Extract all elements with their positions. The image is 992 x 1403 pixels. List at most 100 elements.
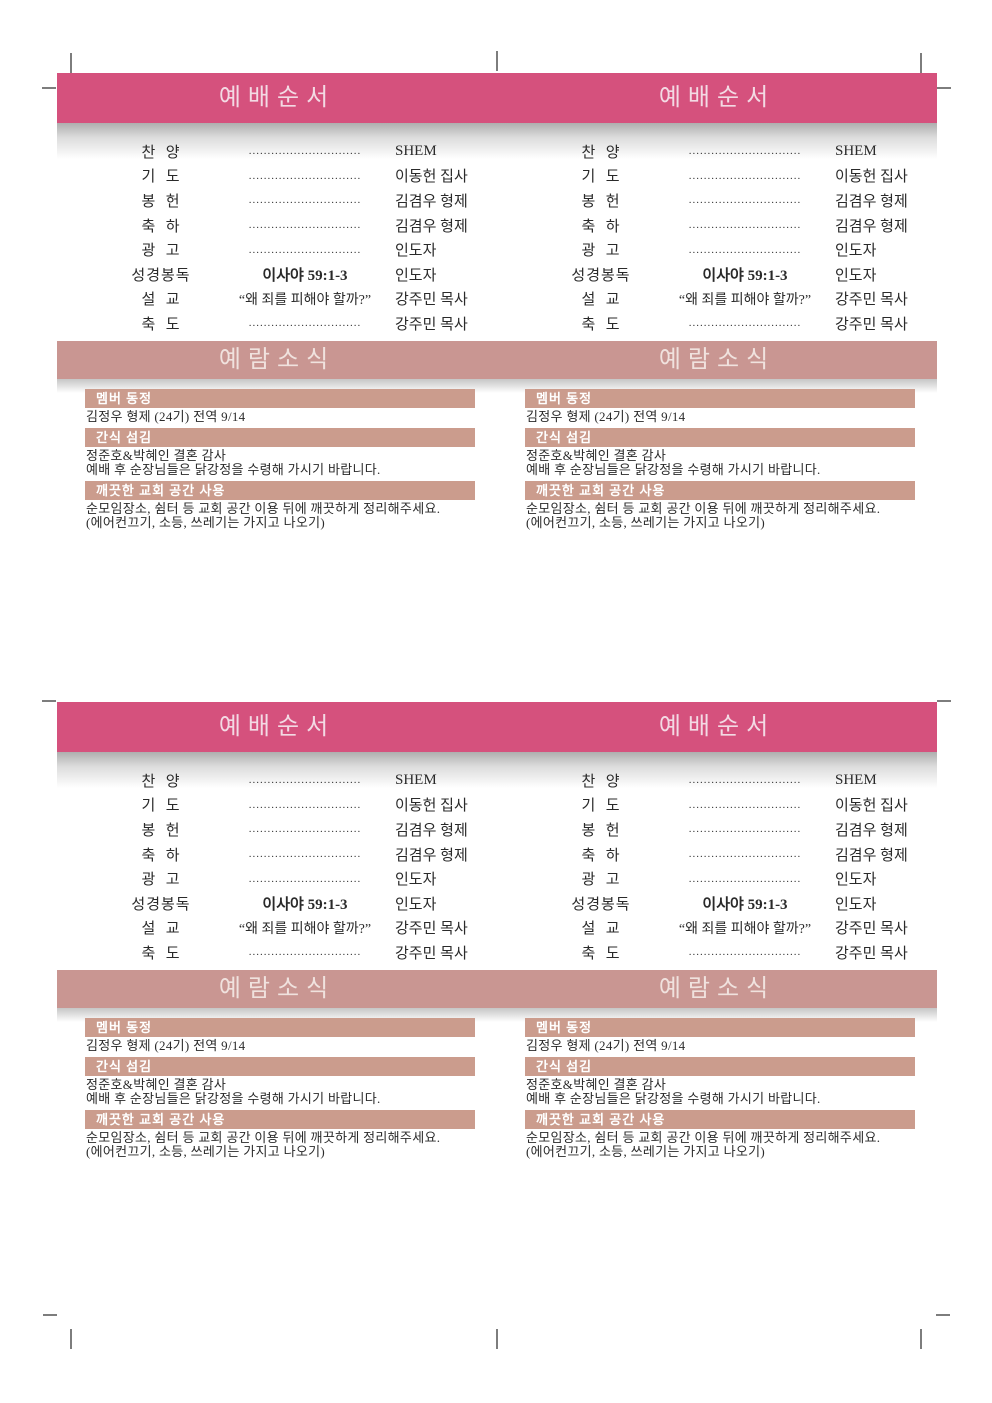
crop-mark <box>42 87 56 89</box>
news-line: (에어컨끄기, 소등, 쓰레기는 가지고 나오기) <box>526 1144 765 1159</box>
worship-item-detail: 이사야 59:1-3 <box>702 896 788 913</box>
worship-item-person: SHEM <box>835 142 877 159</box>
worship-item-detail: .............................. <box>688 823 802 836</box>
crop-mark <box>937 700 951 702</box>
worship-row: 축 도 .............................. 강주민 목… <box>57 940 497 965</box>
news-header-title: 예람소식 <box>658 347 776 373</box>
crop-mark <box>70 1329 72 1349</box>
worship-item-person: 이동헌 집사 <box>835 169 908 186</box>
worship-item-person: 김겸우 형제 <box>835 218 908 235</box>
news-line: 순모임장소, 쉼터 등 교회 공간 이용 뒤에 깨끗하게 정리해주세요. <box>526 501 881 516</box>
worship-row: 축 하 .............................. 김겸우 형… <box>57 213 497 238</box>
worship-item-person: SHEM <box>835 771 877 788</box>
worship-row: 광 고 .............................. 인도자 <box>497 237 937 262</box>
news-section-heading: 멤버 동정 <box>85 1018 475 1037</box>
news-panel: 멤버 동정 김정우 형제 (24기) 전역 9/14 간식 섬김 정준호&박혜인… <box>57 1018 497 1163</box>
worship-row: 축 하 .............................. 김겸우 형… <box>57 842 497 867</box>
worship-item-label: 축 도 <box>141 316 181 333</box>
bulletin-half: 예배순서 예배순서 찬 양 ..........................… <box>57 73 937 533</box>
worship-item-person: 인도자 <box>835 267 877 284</box>
news-section-heading: 깨끗한 교회 공간 사용 <box>525 1110 915 1129</box>
bulletin-half: 예배순서 예배순서 찬 양 ..........................… <box>57 702 937 1162</box>
worship-row: 설 교 “왜 죄를 피해야 할까?” 강주민 목사 <box>497 916 937 941</box>
worship-item-person: 강주민 목사 <box>395 292 468 309</box>
news-line: (에어컨끄기, 소등, 쓰레기는 가지고 나오기) <box>86 515 325 530</box>
worship-item-detail: “왜 죄를 피해야 할까?” <box>678 292 812 308</box>
news-header-band: 예람소식 예람소식 <box>57 341 937 379</box>
worship-row: 기 도 .............................. 이동헌 집… <box>497 164 937 189</box>
worship-item-person: 인도자 <box>835 872 877 889</box>
worship-row: 성경봉독 이사야 59:1-3 인도자 <box>497 262 937 287</box>
worship-item-detail: .............................. <box>248 798 362 811</box>
news-section: 멤버 동정 김정우 형제 (24기) 전역 9/14 <box>85 1018 497 1053</box>
worship-item-label: 찬 양 <box>141 144 181 161</box>
news-section-body: 순모임장소, 쉼터 등 교회 공간 이용 뒤에 깨끗하게 정리해주세요. (에어컨… <box>525 1129 937 1159</box>
news-line: (에어컨끄기, 소등, 쓰레기는 가지고 나오기) <box>526 515 765 530</box>
worship-item-label: 광 고 <box>141 243 181 260</box>
news-line: 순모임장소, 쉼터 등 교회 공간 이용 뒤에 깨끗하게 정리해주세요. <box>86 501 441 516</box>
worship-item-label: 설 교 <box>581 292 621 309</box>
worship-row: 설 교 “왜 죄를 피해야 할까?” 강주민 목사 <box>57 916 497 941</box>
worship-item-person: 인도자 <box>395 267 437 284</box>
worship-row: 봉 헌 .............................. 김겸우 형… <box>57 188 497 213</box>
worship-item-detail: .............................. <box>688 946 802 959</box>
worship-item-person: 이동헌 집사 <box>395 798 468 815</box>
worship-item-label: 기 도 <box>141 169 181 186</box>
worship-item-person: 김겸우 형제 <box>395 218 468 235</box>
worship-item-label: 성경봉독 <box>131 267 191 284</box>
worship-item-label: 기 도 <box>141 798 181 815</box>
news-section-body: 순모임장소, 쉼터 등 교회 공간 이용 뒤에 깨끗하게 정리해주세요. (에어컨… <box>85 1129 497 1159</box>
news-section-body: 김정우 형제 (24기) 전역 9/14 <box>525 408 937 424</box>
worship-item-person: 인도자 <box>395 872 437 889</box>
worship-item-detail: .............................. <box>248 169 362 182</box>
news-section-body: 정준호&박혜인 결혼 감사 예배 후 순장님들은 닭강정을 수령해 가시기 바랍니… <box>525 1076 937 1106</box>
worship-item-person: 김겸우 형제 <box>835 193 908 210</box>
worship-item-label: 축 하 <box>141 847 181 864</box>
worship-item-label: 축 하 <box>141 218 181 235</box>
worship-item-detail: .............................. <box>688 798 802 811</box>
worship-row: 축 도 .............................. 강주민 목… <box>497 311 937 336</box>
news-panels: 멤버 동정 김정우 형제 (24기) 전역 9/14 간식 섬김 정준호&박혜인… <box>57 1018 937 1163</box>
worship-item-detail: .............................. <box>688 774 802 787</box>
worship-item-person: 강주민 목사 <box>835 292 908 309</box>
worship-row: 봉 헌 .............................. 김겸우 형… <box>497 817 937 842</box>
worship-item-detail: “왜 죄를 피해야 할까?” <box>238 292 372 308</box>
worship-item-person: 인도자 <box>835 896 877 913</box>
worship-item-label: 봉 헌 <box>141 822 181 839</box>
worship-item-detail: “왜 죄를 피해야 할까?” <box>238 921 372 937</box>
worship-item-detail: .............................. <box>248 194 362 207</box>
worship-item-detail: .............................. <box>248 872 362 885</box>
crop-mark <box>936 1314 950 1316</box>
worship-row: 광 고 .............................. 인도자 <box>57 237 497 262</box>
worship-item-label: 광 고 <box>141 872 181 889</box>
worship-row: 성경봉독 이사야 59:1-3 인도자 <box>57 891 497 916</box>
news-section-heading: 깨끗한 교회 공간 사용 <box>85 481 475 500</box>
worship-order-panel: 찬 양 .............................. SHEM … <box>497 139 937 336</box>
worship-item-detail: .............................. <box>688 169 802 182</box>
worship-row: 설 교 “왜 죄를 피해야 할까?” 강주민 목사 <box>57 287 497 312</box>
worship-row: 기 도 .............................. 이동헌 집… <box>497 793 937 818</box>
worship-item-label: 찬 양 <box>141 773 181 790</box>
worship-item-detail: 이사야 59:1-3 <box>262 896 348 913</box>
worship-header-band: 예배순서 예배순서 <box>57 73 937 123</box>
worship-row: 광 고 .............................. 인도자 <box>497 866 937 891</box>
news-line: 순모임장소, 쉼터 등 교회 공간 이용 뒤에 깨끗하게 정리해주세요. <box>526 1130 881 1145</box>
news-section: 간식 섬김 정준호&박혜인 결혼 감사 예배 후 순장님들은 닭강정을 수령해 가… <box>525 428 937 477</box>
worship-item-person: SHEM <box>395 142 437 159</box>
news-section: 멤버 동정 김정우 형제 (24기) 전역 9/14 <box>525 1018 937 1053</box>
news-section-heading: 깨끗한 교회 공간 사용 <box>85 1110 475 1129</box>
news-section-body: 순모임장소, 쉼터 등 교회 공간 이용 뒤에 깨끗하게 정리해주세요. (에어컨… <box>525 500 937 530</box>
worship-item-label: 광 고 <box>581 243 621 260</box>
worship-item-person: 강주민 목사 <box>395 945 468 962</box>
worship-band-shadow <box>57 752 937 788</box>
worship-item-label: 성경봉독 <box>571 896 631 913</box>
news-line: (에어컨끄기, 소등, 쓰레기는 가지고 나오기) <box>86 1144 325 1159</box>
worship-item-detail: .............................. <box>688 872 802 885</box>
worship-row: 찬 양 .............................. SHEM <box>57 139 497 164</box>
worship-item-label: 성경봉독 <box>131 896 191 913</box>
worship-item-detail: .............................. <box>688 848 802 861</box>
worship-item-person: 강주민 목사 <box>395 921 468 938</box>
worship-item-label: 찬 양 <box>581 144 621 161</box>
worship-item-label: 설 교 <box>581 921 621 938</box>
news-section: 깨끗한 교회 공간 사용 순모임장소, 쉼터 등 교회 공간 이용 뒤에 깨끗하… <box>525 1110 937 1159</box>
